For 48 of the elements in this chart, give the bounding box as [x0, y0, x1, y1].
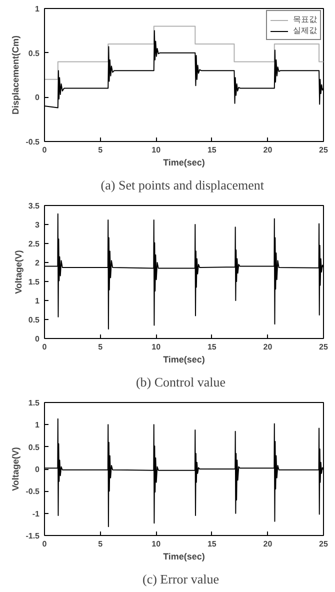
- y-tick-label: 0.5: [28, 316, 40, 324]
- y-tick-label: -0.5: [26, 487, 40, 496]
- x-tick-label: 10: [152, 540, 162, 548]
- y-tick-label: 1.5: [28, 278, 40, 286]
- y-axis-title: Voltage(V): [10, 447, 21, 491]
- x-tick-label: 0: [42, 540, 48, 548]
- x-tick-label: 20: [263, 146, 273, 154]
- y-tick-label: 0: [35, 334, 40, 344]
- x-tick-label: 25: [319, 146, 328, 154]
- text: (c) Error value: [142, 572, 220, 586]
- text: (b) Control value: [136, 374, 226, 390]
- x-tick-label: 20: [263, 540, 273, 548]
- y-tick-label: 0: [35, 93, 40, 102]
- x-axis-title: Time(sec): [163, 158, 205, 168]
- legend-label: 실제값: [293, 25, 317, 36]
- y-tick-label: 1: [35, 296, 40, 306]
- y-tick-label: 3.5: [28, 202, 40, 210]
- x-axis-title: Time(sec): [163, 354, 205, 364]
- y-tick-label: 0: [35, 465, 40, 474]
- x-tick-label: 0: [42, 146, 48, 154]
- x-tick-label: 5: [98, 342, 104, 352]
- x-tick-label: 25: [319, 540, 328, 548]
- legend-label: 목표값: [293, 14, 317, 25]
- x-tick-label: 20: [263, 342, 273, 352]
- y-tick-label: -1.5: [26, 532, 40, 540]
- x-tick-label: 0: [42, 342, 48, 352]
- x-tick-label: 15: [207, 342, 217, 352]
- y-axis-title: Voltage(V): [13, 250, 24, 294]
- y-tick-label: 2.5: [28, 240, 40, 248]
- y-tick-label: 1: [35, 4, 40, 14]
- x-tick-label: 15: [207, 540, 217, 548]
- y-tick-label: 0.5: [28, 48, 40, 58]
- y-tick-label: 2: [35, 258, 40, 268]
- text: (a) Set points and displacement: [100, 178, 264, 192]
- y-tick-label: 0.5: [28, 442, 40, 452]
- y-tick-label: 1: [35, 420, 40, 430]
- y-tick-label: 1.5: [28, 398, 40, 408]
- y-tick-label: -1: [32, 509, 40, 518]
- y-axis-title: Displacement(Cm): [10, 35, 21, 115]
- x-tick-label: 10: [152, 342, 162, 352]
- x-axis-title: Time(sec): [163, 552, 205, 562]
- x-tick-label: 10: [152, 146, 162, 154]
- x-tick-label: 5: [98, 146, 104, 154]
- x-tick-label: 25: [319, 342, 328, 352]
- y-tick-label: -0.5: [26, 138, 40, 146]
- x-tick-label: 5: [98, 540, 104, 548]
- x-tick-label: 15: [207, 146, 217, 154]
- y-tick-label: 3: [35, 220, 40, 230]
